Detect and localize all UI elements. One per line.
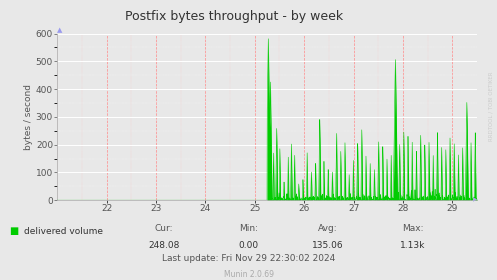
Text: ■: ■ <box>9 226 18 236</box>
Text: 1.13k: 1.13k <box>400 241 425 250</box>
Y-axis label: bytes / second: bytes / second <box>24 84 33 150</box>
Text: Cur:: Cur: <box>155 224 173 233</box>
Text: 0.00: 0.00 <box>239 241 258 250</box>
Text: 135.06: 135.06 <box>312 241 344 250</box>
Text: RRDTOOL / TOBI OETIKER: RRDTOOL / TOBI OETIKER <box>489 72 494 141</box>
Text: Last update: Fri Nov 29 22:30:02 2024: Last update: Fri Nov 29 22:30:02 2024 <box>162 254 335 263</box>
Text: 248.08: 248.08 <box>148 241 180 250</box>
Text: delivered volume: delivered volume <box>24 227 103 235</box>
Text: Min:: Min: <box>239 224 258 233</box>
Text: Max:: Max: <box>402 224 423 233</box>
Text: Postfix bytes throughput - by week: Postfix bytes throughput - by week <box>125 10 342 23</box>
Text: Munin 2.0.69: Munin 2.0.69 <box>224 270 273 279</box>
Text: Avg:: Avg: <box>318 224 338 233</box>
Text: ▶: ▶ <box>473 198 477 203</box>
Text: ▲: ▲ <box>57 28 63 34</box>
